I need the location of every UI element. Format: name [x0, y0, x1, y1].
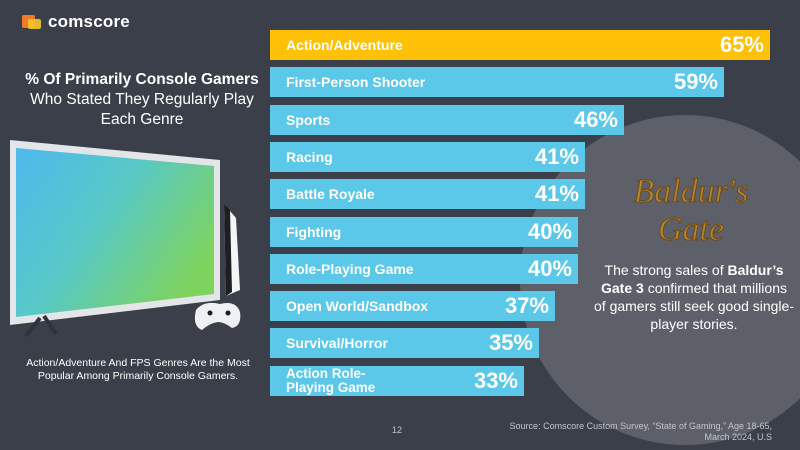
- bar-9: Action Role-Playing Game 33%: [270, 365, 524, 396]
- bar-label: Role-Playing Game: [286, 260, 414, 277]
- bar-8: Survival/Horror 35%: [270, 328, 539, 359]
- brand-name: comscore: [48, 12, 130, 31]
- bar-label: Action/Adventure: [286, 37, 403, 53]
- bar-chart: Action/Adventure 65% First-Person Shooter 5…: [270, 30, 790, 402]
- source-note: Source: Comscore Custom Survey, “State o…: [509, 421, 772, 442]
- callout-pre: The strong sales of: [604, 262, 728, 278]
- callout-game-name: Baldur’s Gate 3: [601, 262, 784, 296]
- bar-1: First-Person Shooter 59%: [270, 67, 724, 98]
- footnote: Action/Adventure And FPS Genres Are the …: [26, 357, 250, 382]
- bar-label: Action Role-Playing Game: [286, 365, 376, 395]
- bar-4: Battle Royale 41%: [270, 179, 585, 210]
- controller-icon: [194, 302, 241, 330]
- bar-5: Fighting 40%: [270, 216, 578, 247]
- baldurs-gate-logo: Baldur's Gate: [633, 173, 749, 249]
- brand-logo: comscore: [22, 12, 130, 32]
- bar-value-label: 46%: [573, 106, 618, 132]
- console-icon: [224, 204, 240, 296]
- tv-icon: [10, 140, 241, 338]
- bar-value-label: 41%: [534, 143, 579, 169]
- bar-value-label: 40%: [527, 255, 572, 281]
- bar-label: Survival/Horror: [286, 335, 388, 352]
- bar-label: Open World/Sandbox: [286, 298, 429, 315]
- callout-text: The strong sales of Baldur’s Gate 3 conf…: [594, 261, 794, 333]
- bar-value-label: 37%: [504, 293, 549, 319]
- bar-3: Racing 41%: [270, 141, 585, 172]
- bar-value-label: 40%: [527, 218, 572, 244]
- chart-title: % Of Primarily Console Gamers Who Stated…: [22, 70, 262, 130]
- bar-label: Sports: [286, 111, 331, 128]
- chart-title-bold: % Of Primarily Console Gamers: [25, 71, 259, 88]
- bar-label: Fighting: [286, 223, 342, 240]
- bar-label: Battle Royale: [286, 186, 375, 203]
- bar-value-label: 65%: [719, 32, 764, 57]
- bar-6: Role-Playing Game 40%: [270, 253, 578, 284]
- bar-0: Action/Adventure 65%: [270, 30, 770, 60]
- bar-value-label: 35%: [488, 330, 533, 356]
- bar-7: Open World/Sandbox 37%: [270, 291, 555, 322]
- comscore-logo-icon: [22, 12, 42, 32]
- logo-text-line1: Baldur's: [634, 173, 749, 210]
- bar-label: First-Person Shooter: [286, 74, 426, 91]
- callout-post: confirmed that millions of gamers still …: [594, 280, 794, 332]
- bar-value-label: 59%: [673, 69, 718, 95]
- bar-2: Sports 46%: [270, 104, 624, 135]
- bar-value-label: 41%: [534, 181, 579, 207]
- bar-value-label: 33%: [473, 367, 518, 393]
- chart-title-rest: Who Stated They Regularly Play Each Genr…: [30, 91, 254, 128]
- page-number: 12: [392, 425, 403, 435]
- bar-label: Racing: [286, 148, 333, 165]
- logo-text-line2: Gate: [658, 211, 724, 248]
